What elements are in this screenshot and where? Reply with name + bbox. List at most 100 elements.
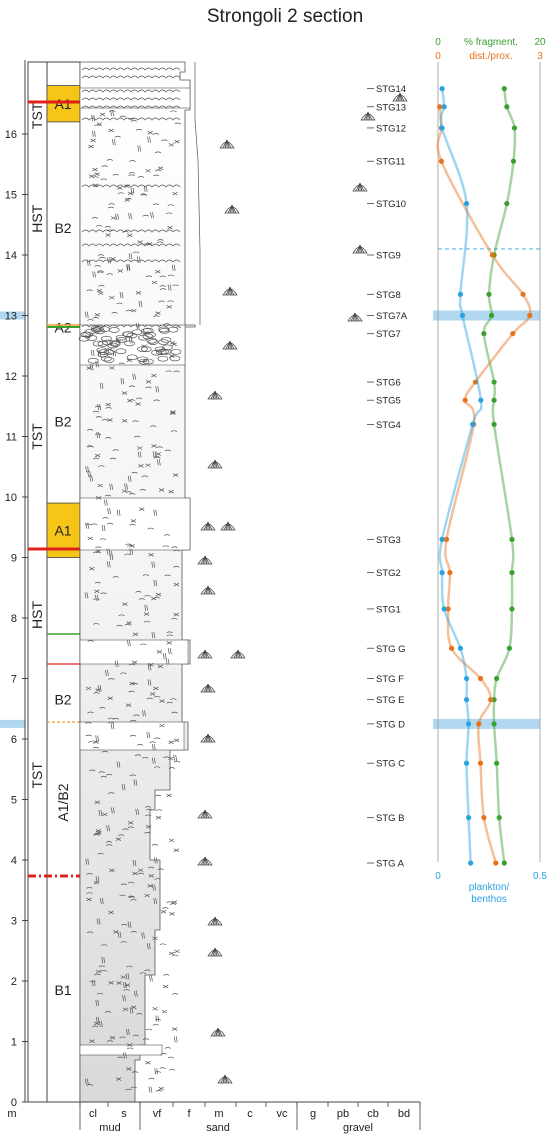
grain-size-label: bd bbox=[398, 1108, 410, 1120]
bivalve-icon bbox=[197, 809, 213, 819]
highlight-band bbox=[0, 311, 25, 320]
series-point bbox=[477, 760, 484, 766]
grain-size-axis: cl s vf f m c vc g pb cb bd mud sand gravel bbox=[79, 1101, 421, 1134]
series-point bbox=[470, 421, 476, 427]
sample-label: STG7 bbox=[376, 329, 401, 340]
series-point bbox=[488, 697, 494, 703]
proxy-curves-panel: 0 % fragment. 20 0 dist./prox. 3 0 0.5 plankton/… bbox=[435, 37, 547, 905]
series-point bbox=[494, 675, 500, 682]
highlight-band bbox=[433, 718, 540, 729]
sample-label: STG11 bbox=[376, 157, 405, 168]
sample-label: STG10 bbox=[376, 199, 406, 210]
series-line bbox=[436, 106, 532, 864]
series-point bbox=[478, 397, 484, 403]
series-point bbox=[447, 570, 453, 576]
grain-group-label: mud bbox=[99, 1122, 120, 1134]
grain-size-label: c bbox=[247, 1108, 253, 1120]
sample-label: STG9 bbox=[376, 251, 401, 262]
series-point bbox=[457, 645, 464, 651]
figure-title: Strongoli 2 section bbox=[207, 6, 363, 27]
bivalve-icon bbox=[360, 111, 376, 121]
series-point bbox=[509, 536, 515, 542]
grain-group-label: gravel bbox=[343, 1122, 373, 1134]
grain-size-label: f bbox=[187, 1108, 191, 1120]
unit-label: B1 bbox=[54, 982, 71, 998]
sequence-label: TST bbox=[29, 762, 45, 789]
curve-axis-name: plankton/ bbox=[469, 882, 510, 893]
depth-tick-label: 5 bbox=[11, 795, 17, 807]
unit-label: B2 bbox=[54, 692, 71, 708]
depth-tick-label: 11 bbox=[6, 432, 17, 444]
series-point bbox=[510, 158, 517, 164]
bivalve-icon bbox=[217, 1074, 233, 1084]
series-point bbox=[463, 760, 470, 766]
sample-label: STG6 bbox=[376, 378, 401, 389]
curve-axis-label: dist./prox. bbox=[469, 51, 512, 62]
sample-label: STG D bbox=[376, 719, 405, 730]
sample-label: STG1 bbox=[376, 604, 401, 615]
highlight-band bbox=[433, 310, 540, 321]
series-point bbox=[527, 312, 533, 319]
series-point bbox=[496, 815, 502, 821]
curve-axis-label: 0 bbox=[435, 37, 441, 48]
series-line bbox=[482, 88, 517, 864]
curve-axis-label: % fragment. bbox=[464, 37, 518, 48]
grain-size-label: vf bbox=[153, 1108, 163, 1120]
unit-label: A1/B2 bbox=[55, 783, 71, 821]
series-point bbox=[511, 125, 518, 131]
bivalve-icon bbox=[207, 390, 223, 400]
sample-label: STG B bbox=[376, 813, 405, 824]
series-point bbox=[509, 570, 515, 576]
series-point bbox=[506, 645, 512, 651]
grain-group-label: sand bbox=[206, 1122, 230, 1134]
sample-label: STG C bbox=[376, 759, 405, 770]
grain-size-label: g bbox=[310, 1108, 316, 1120]
series-point bbox=[441, 606, 447, 612]
series-point bbox=[472, 379, 478, 385]
depth-tick-label: 3 bbox=[11, 916, 17, 928]
series-point bbox=[466, 815, 472, 821]
depth-unit-label: m bbox=[7, 1108, 16, 1120]
series-point bbox=[439, 86, 445, 92]
sample-label: STG5 bbox=[376, 396, 401, 407]
series-point bbox=[438, 158, 444, 164]
series-point bbox=[520, 291, 526, 297]
sample-label: STG3 bbox=[376, 535, 401, 546]
sample-label: STG A bbox=[376, 859, 405, 870]
depth-tick-label: 6 bbox=[11, 734, 17, 746]
series-point bbox=[504, 104, 510, 110]
bivalve-icon bbox=[207, 916, 223, 926]
bivalve-icon bbox=[200, 521, 216, 531]
grain-size-label: s bbox=[121, 1108, 127, 1120]
bivalve-icon bbox=[197, 555, 213, 565]
bivalve-icon bbox=[230, 649, 246, 659]
series-point bbox=[445, 606, 451, 612]
sequence-label: HST bbox=[29, 204, 45, 232]
bivalve-icon bbox=[352, 182, 368, 192]
series-point bbox=[491, 397, 497, 403]
bivalve-icon bbox=[222, 340, 238, 350]
series-point bbox=[488, 312, 495, 319]
series-point bbox=[443, 536, 450, 542]
series-point bbox=[476, 721, 482, 727]
unit-column bbox=[46, 61, 81, 1103]
sample-label: STG E bbox=[376, 695, 405, 706]
depth-tick-label: 12 bbox=[5, 371, 17, 383]
series-point bbox=[477, 675, 484, 682]
series-point bbox=[463, 675, 470, 682]
series-point bbox=[437, 104, 443, 110]
series-point bbox=[491, 379, 497, 385]
series-point bbox=[457, 291, 464, 297]
series-point bbox=[449, 645, 455, 651]
curve-axis-label: 0 bbox=[435, 871, 441, 882]
unit-label: A1 bbox=[54, 522, 71, 538]
unit-label: B2 bbox=[54, 413, 71, 429]
sequence-label: TST bbox=[29, 102, 45, 129]
bivalve-icon bbox=[200, 585, 216, 595]
series-point bbox=[439, 125, 445, 131]
series-point bbox=[509, 606, 515, 612]
curve-axis-label: 20 bbox=[534, 37, 546, 48]
bivalve-icon bbox=[207, 459, 223, 469]
